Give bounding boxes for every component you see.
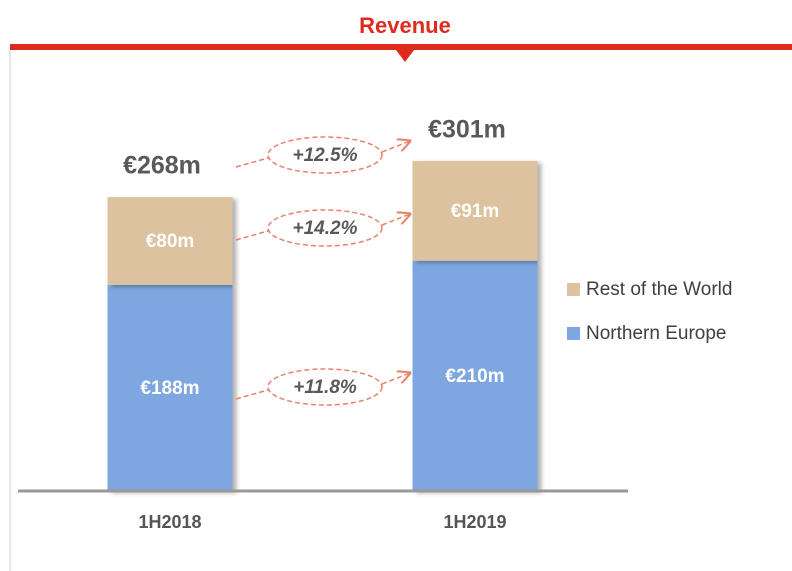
growth-label: +14.2% xyxy=(293,218,358,239)
bar-segment xyxy=(412,160,538,261)
growth-ellipse xyxy=(267,368,383,406)
segment-label: €91m xyxy=(451,201,500,222)
growth-arrow xyxy=(381,141,410,153)
growth-ellipse xyxy=(267,209,383,247)
bar-segment xyxy=(412,260,538,491)
segment-label: €80m xyxy=(146,231,195,252)
growth-arrow xyxy=(381,373,410,385)
growth-ellipse xyxy=(267,136,383,174)
title-rule xyxy=(10,44,792,50)
x-tick-label: 1H2019 xyxy=(443,512,506,532)
growth-label: +11.8% xyxy=(293,377,357,398)
growth-label: +12.5% xyxy=(293,145,358,166)
growth-connector xyxy=(235,230,269,241)
bar-segment xyxy=(107,284,233,491)
title-pointer xyxy=(396,50,414,62)
legend-label: Northern Europe xyxy=(586,323,726,344)
growth-connector xyxy=(235,389,269,400)
total-label: €301m xyxy=(428,116,506,144)
segment-label: €210m xyxy=(445,366,504,387)
segment-label: €188m xyxy=(140,378,199,399)
legend-swatch xyxy=(567,283,580,296)
bar-segment xyxy=(107,197,233,285)
total-label: €268m xyxy=(123,152,201,180)
growth-arrow xyxy=(381,214,410,226)
legend-swatch xyxy=(567,327,580,340)
x-tick-label: 1H2018 xyxy=(138,512,201,532)
chart-title: Revenue xyxy=(359,13,451,38)
growth-connector xyxy=(235,157,269,168)
legend-label: Rest of the World xyxy=(586,279,732,300)
